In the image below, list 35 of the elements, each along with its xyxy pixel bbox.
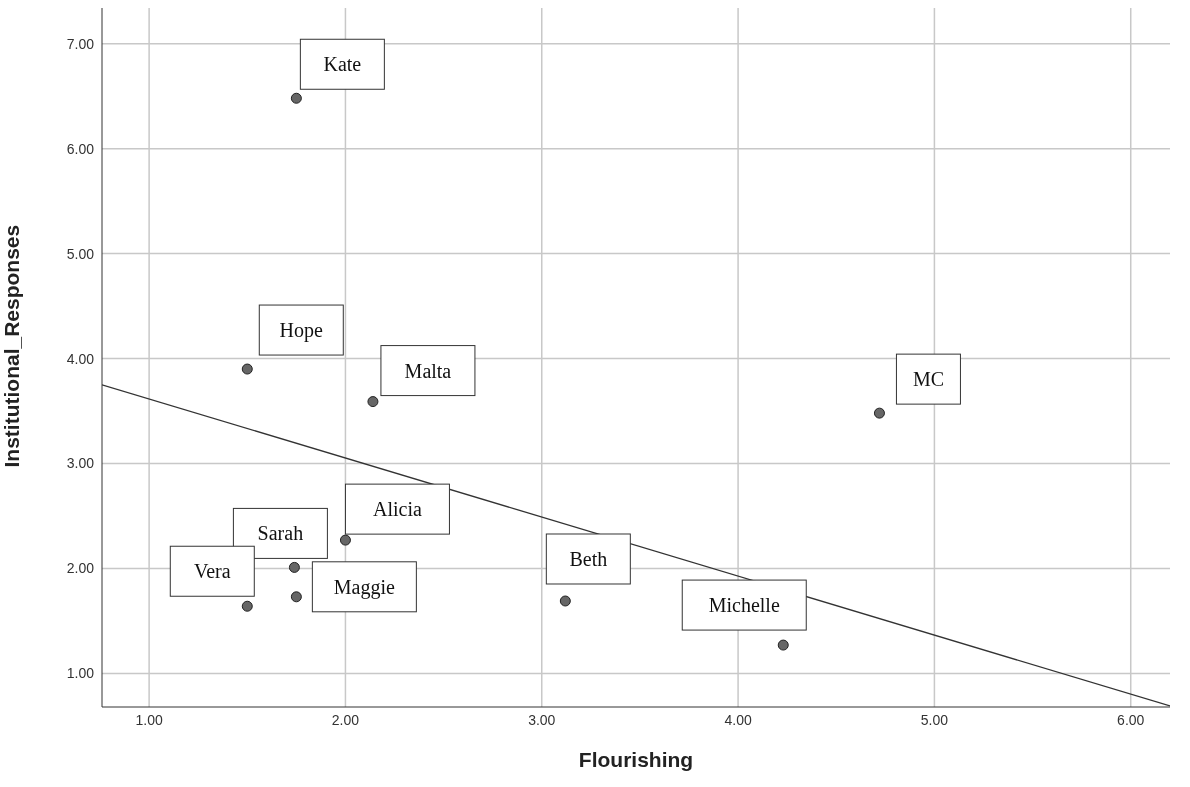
point [777,639,789,651]
annotation: Alicia [373,498,422,521]
x-tick-label: 2.00 [331,711,360,728]
annotation: Vera [193,560,231,583]
point [288,561,300,573]
x-tick-label: 5.00 [920,711,949,728]
annotation: MC [912,368,944,391]
annotation: Michelle [708,594,780,617]
x-tick-label: 6.00 [1117,711,1145,728]
y-tick-label: 2.00 [66,560,95,577]
annotation: Beth [569,548,608,570]
x-tick-label: 1.00 [135,711,163,728]
annotation: Kate [323,53,362,76]
y-tick-label: 1.00 [66,665,95,682]
point [241,600,253,612]
y-tick-label: 4.00 [66,350,95,367]
point [559,595,571,607]
y-tick-label: 6.00 [66,140,95,157]
point [339,534,351,546]
annotation: Sarah [257,522,304,545]
x-tick-label: 4.00 [724,711,752,728]
y-axis-title: Institutional_Responses [0,224,24,468]
x-axis-title: Flourishing [578,748,694,771]
point [290,591,302,603]
annotation: Hope [279,319,324,343]
y-tick-label: 3.00 [66,455,95,472]
annotation: Maggie [333,575,396,599]
y-tick-label: 5.00 [66,245,95,262]
x-tick-label: 3.00 [528,711,556,728]
annotation: Malta [404,359,452,382]
point [873,407,885,419]
point [241,363,253,375]
point [290,92,302,104]
point [367,396,379,408]
y-tick-label: 7.00 [66,35,95,52]
